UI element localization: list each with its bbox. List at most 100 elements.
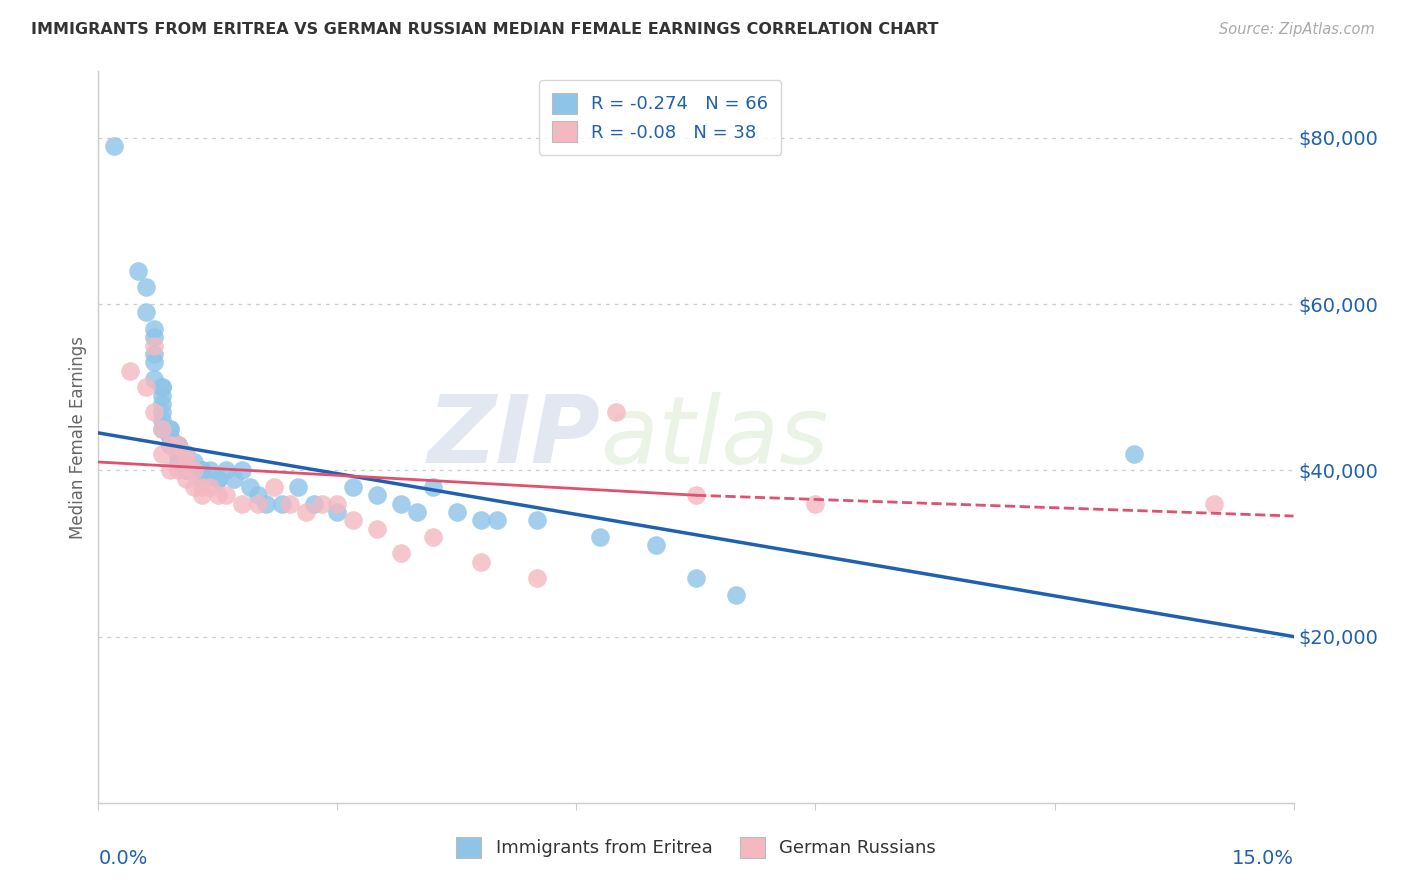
Point	[159, 438, 181, 452]
Point	[239, 480, 262, 494]
Point	[422, 480, 444, 494]
Point	[804, 497, 827, 511]
Point	[278, 497, 301, 511]
Point	[174, 472, 197, 486]
Point	[183, 463, 205, 477]
Point	[167, 447, 190, 461]
Point	[685, 488, 707, 502]
Point	[246, 488, 269, 502]
Point	[159, 430, 181, 444]
Point	[174, 455, 197, 469]
Point	[127, 264, 149, 278]
Point	[167, 455, 190, 469]
Point	[150, 380, 173, 394]
Point	[150, 397, 173, 411]
Point	[231, 497, 253, 511]
Point	[135, 305, 157, 319]
Point	[150, 388, 173, 402]
Text: 15.0%: 15.0%	[1232, 848, 1294, 868]
Point	[326, 497, 349, 511]
Point	[167, 438, 190, 452]
Point	[207, 472, 229, 486]
Point	[135, 280, 157, 294]
Point	[207, 472, 229, 486]
Point	[287, 480, 309, 494]
Point	[526, 571, 548, 585]
Point	[366, 521, 388, 535]
Point	[174, 455, 197, 469]
Point	[207, 488, 229, 502]
Point	[1202, 497, 1225, 511]
Point	[167, 447, 190, 461]
Point	[470, 555, 492, 569]
Text: atlas: atlas	[600, 392, 828, 483]
Point	[215, 488, 238, 502]
Point	[143, 372, 166, 386]
Y-axis label: Median Female Earnings: Median Female Earnings	[69, 335, 87, 539]
Point	[159, 463, 181, 477]
Point	[645, 538, 668, 552]
Point	[150, 422, 173, 436]
Point	[167, 438, 190, 452]
Point	[366, 488, 388, 502]
Point	[605, 405, 627, 419]
Point	[167, 438, 190, 452]
Point	[150, 422, 173, 436]
Point	[446, 505, 468, 519]
Point	[174, 455, 197, 469]
Point	[311, 497, 333, 511]
Point	[174, 447, 197, 461]
Point	[685, 571, 707, 585]
Point	[263, 480, 285, 494]
Point	[294, 505, 316, 519]
Point	[422, 530, 444, 544]
Point	[326, 505, 349, 519]
Point	[198, 480, 221, 494]
Point	[159, 438, 181, 452]
Point	[183, 480, 205, 494]
Point	[143, 330, 166, 344]
Point	[159, 422, 181, 436]
Point	[135, 380, 157, 394]
Point	[342, 480, 364, 494]
Point	[167, 438, 190, 452]
Point	[174, 463, 197, 477]
Point	[143, 355, 166, 369]
Text: Source: ZipAtlas.com: Source: ZipAtlas.com	[1219, 22, 1375, 37]
Point	[150, 380, 173, 394]
Point	[485, 513, 508, 527]
Point	[150, 413, 173, 427]
Point	[150, 447, 173, 461]
Point	[191, 488, 214, 502]
Point	[120, 363, 142, 377]
Point	[470, 513, 492, 527]
Point	[191, 472, 214, 486]
Point	[143, 338, 166, 352]
Point	[183, 455, 205, 469]
Point	[246, 497, 269, 511]
Point	[191, 463, 214, 477]
Point	[183, 463, 205, 477]
Point	[159, 430, 181, 444]
Text: IMMIGRANTS FROM ERITREA VS GERMAN RUSSIAN MEDIAN FEMALE EARNINGS CORRELATION CHA: IMMIGRANTS FROM ERITREA VS GERMAN RUSSIA…	[31, 22, 938, 37]
Point	[167, 447, 190, 461]
Point	[174, 447, 197, 461]
Point	[215, 463, 238, 477]
Point	[1123, 447, 1146, 461]
Point	[231, 463, 253, 477]
Point	[150, 405, 173, 419]
Point	[143, 347, 166, 361]
Point	[724, 588, 747, 602]
Point	[198, 463, 221, 477]
Point	[167, 463, 190, 477]
Point	[103, 139, 125, 153]
Point	[183, 463, 205, 477]
Point	[143, 322, 166, 336]
Point	[191, 480, 214, 494]
Point	[342, 513, 364, 527]
Point	[222, 472, 245, 486]
Point	[589, 530, 612, 544]
Point	[159, 422, 181, 436]
Point	[406, 505, 429, 519]
Point	[191, 463, 214, 477]
